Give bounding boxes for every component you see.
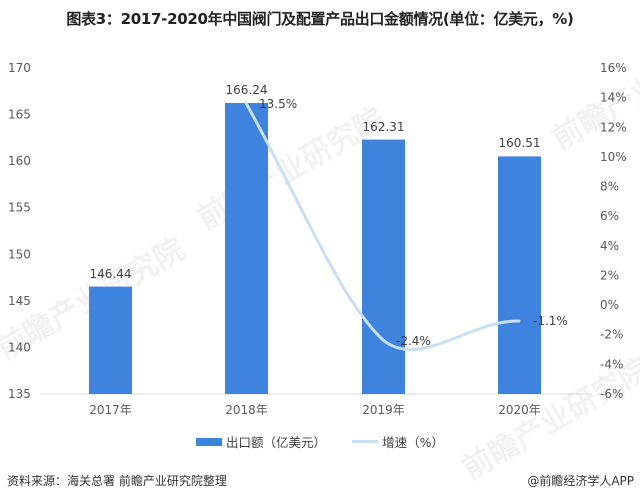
bar-series <box>89 103 541 394</box>
right-tick: -2% <box>600 328 623 342</box>
line-swatch-icon <box>352 440 379 443</box>
legend-label: 增速（%） <box>382 435 444 450</box>
left-tick: 140 <box>8 340 31 354</box>
legend-item-line[interactable]: 增速（%） <box>352 432 444 451</box>
x-tick: 2017年 <box>89 403 132 417</box>
svg-text:前瞻产业研究院: 前瞻产业研究院 <box>457 352 640 487</box>
line-label: 13.5% <box>259 97 297 111</box>
left-tick: 160 <box>8 154 31 168</box>
bar-swatch-icon <box>196 437 223 446</box>
left-tick: 150 <box>8 247 31 261</box>
right-tick: -6% <box>600 387 623 401</box>
bar-2020 <box>498 156 541 394</box>
bar-label: 162.31 <box>363 120 405 134</box>
right-tick: 0% <box>600 298 619 312</box>
left-tick: 145 <box>8 294 31 308</box>
left-tick: 135 <box>8 387 31 401</box>
line-label: -2.4% <box>396 334 431 348</box>
legend-item-bar[interactable]: 出口额（亿美元） <box>196 432 326 451</box>
right-tick: 6% <box>600 209 619 223</box>
right-axis: 16% 14% 12% 10% 8% 6% 4% 2% 0% -2% -4% -… <box>600 61 627 401</box>
source-note: 资料来源：海关总署 前瞻产业研究院整理 <box>7 474 227 488</box>
growth-line <box>244 101 521 352</box>
right-tick: 10% <box>600 150 627 164</box>
left-tick: 155 <box>8 201 31 215</box>
bar-label: 166.24 <box>226 83 268 97</box>
bar-2019 <box>362 139 405 394</box>
x-tick: 2020年 <box>498 403 541 417</box>
right-tick: 16% <box>600 61 627 75</box>
line-label: -1.1% <box>533 314 568 328</box>
right-tick: 14% <box>600 91 627 105</box>
bar-2017 <box>89 286 132 394</box>
svg-text:前瞻产业: 前瞻产业 <box>547 67 640 157</box>
right-tick: 4% <box>600 239 619 253</box>
bar-label: 146.44 <box>90 267 132 281</box>
svg-text:前瞻产业研究院: 前瞻产业研究院 <box>192 102 391 237</box>
x-tick: 2018年 <box>225 403 268 417</box>
left-tick: 165 <box>8 108 31 122</box>
bar-label: 160.51 <box>499 136 541 150</box>
left-tick: 170 <box>8 61 31 75</box>
right-tick: 2% <box>600 269 619 283</box>
x-tick: 2019年 <box>362 403 405 417</box>
right-tick: 8% <box>600 180 619 194</box>
legend: 出口额（亿美元） 增速（%） <box>0 432 640 451</box>
legend-label: 出口额（亿美元） <box>226 435 327 450</box>
right-tick: 12% <box>600 120 627 134</box>
right-tick: -4% <box>600 357 623 371</box>
left-axis: 170 165 160 155 150 145 140 135 <box>8 61 31 401</box>
bar-2018 <box>225 103 268 394</box>
chart-title: 图表3：2017-2020年中国阀门及配置产品出口金额情况(单位：亿美元，%) <box>66 10 574 28</box>
brand-credit: @前瞻经济学人APP <box>527 474 634 488</box>
